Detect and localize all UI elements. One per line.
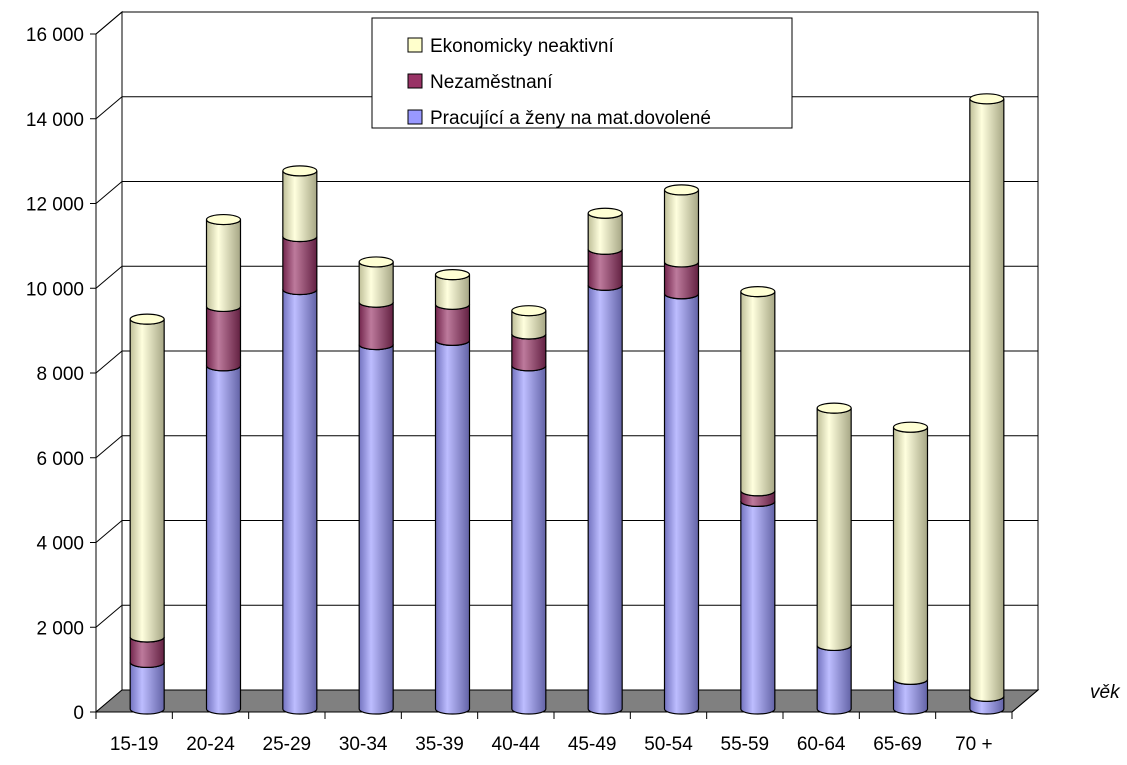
segment-working — [587, 285, 623, 715]
segment-inactive — [892, 421, 929, 685]
x-axis: 15-19 20-24 25-29 30-34 35-39 40-44 45-49 50-54… — [95, 689, 1039, 755]
segment-working — [434, 340, 471, 715]
x-axis-title: věk — [1090, 682, 1121, 703]
x-axis-depth — [1011, 689, 1039, 713]
segment-working — [511, 365, 547, 715]
gridline-side — [95, 11, 123, 35]
segment-inactive — [282, 165, 318, 243]
segment-unemployed — [358, 302, 394, 351]
segment-unemployed — [205, 306, 242, 372]
segment-inactive — [587, 207, 623, 255]
bar-35-39 — [434, 269, 471, 715]
legend: Ekonomicky neaktivní Nezaměstnaní Pracujíc… — [371, 17, 793, 129]
x-tick-label: 30-34 — [339, 734, 388, 755]
bar-20-24 — [205, 213, 242, 715]
segment-inactive — [663, 184, 700, 268]
legend-label: Pracující a ženy na mat.dovolené — [430, 108, 711, 129]
x-tick-label: 35-39 — [415, 734, 464, 755]
x-tick-label: 40-44 — [492, 734, 541, 755]
segment-working — [740, 501, 776, 715]
gridline-side — [95, 435, 123, 459]
segment-working — [663, 293, 700, 715]
segment-working — [205, 365, 242, 715]
y-tick-label: 0 — [73, 703, 84, 724]
segment-working — [129, 662, 165, 715]
bar-65-69 — [892, 421, 929, 715]
gridline-side — [95, 265, 123, 289]
segment-inactive — [969, 93, 1005, 702]
x-tick-label: 20-24 — [186, 734, 235, 755]
segment-inactive — [205, 213, 242, 313]
segment-unemployed — [282, 236, 318, 296]
y-tick-label: 14 000 — [26, 110, 84, 131]
segment-inactive — [129, 313, 165, 643]
gridline-side — [95, 350, 123, 374]
bar-60-64 — [816, 402, 852, 715]
bar-70plus — [969, 93, 1005, 715]
y-tick-label: 8 000 — [36, 364, 84, 385]
bar-25-29 — [282, 165, 318, 715]
gridline-side — [95, 604, 123, 628]
y-tick-label: 2 000 — [36, 618, 84, 639]
gridline-side — [95, 520, 123, 543]
x-tick-label: 55-59 — [721, 734, 770, 755]
segment-working — [282, 289, 318, 715]
y-tick-label: 10 000 — [26, 279, 84, 300]
y-axis: 0 2 000 4 000 6 000 8 000 10 000 12 000 14 000 1… — [26, 25, 97, 724]
bars — [129, 93, 1005, 715]
bar-45-49 — [587, 207, 623, 715]
legend-swatch — [407, 37, 423, 53]
y-tick-label: 4 000 — [36, 534, 84, 555]
bar-15-19 — [129, 313, 165, 715]
x-tick-label: 15-19 — [110, 734, 159, 755]
legend-item: Pracující a ženy na mat.dovolené — [407, 108, 711, 129]
segment-inactive — [740, 286, 776, 497]
gridlines — [95, 11, 1038, 628]
x-tick-label: 65-69 — [873, 734, 922, 755]
bar-50-54 — [663, 184, 700, 715]
bar-55-59 — [740, 286, 776, 715]
legend-label: Ekonomicky neaktivní — [430, 36, 614, 57]
legend-swatch — [407, 73, 423, 89]
y-tick-label: 6 000 — [36, 449, 84, 470]
segment-working — [358, 344, 394, 715]
segment-inactive — [434, 269, 471, 310]
legend-item: Ekonomicky neaktivní — [407, 36, 614, 57]
x-tick-label: 45-49 — [568, 734, 617, 755]
bar-30-34 — [358, 256, 394, 715]
legend-swatch — [407, 109, 423, 125]
gridline-side — [95, 181, 123, 204]
segment-inactive — [358, 256, 394, 308]
bar-40-44 — [511, 305, 547, 715]
segment-inactive — [816, 402, 852, 652]
segment-unemployed — [587, 249, 623, 291]
legend-item: Nezaměstnaní — [407, 72, 553, 93]
y-tick-label: 12 000 — [26, 195, 84, 216]
segment-inactive — [511, 305, 547, 340]
segment-unemployed — [434, 304, 471, 346]
x-tick-label: 50-54 — [644, 734, 693, 755]
segment-working — [816, 645, 852, 715]
gridline-side — [95, 96, 123, 120]
x-tick-label: 70 + — [955, 734, 993, 755]
legend-box — [371, 17, 793, 129]
x-tick-label: 25-29 — [263, 734, 312, 755]
y-tick-label: 16 000 — [26, 25, 84, 46]
legend-label: Nezaměstnaní — [430, 72, 553, 93]
x-tick-label: 60-64 — [797, 734, 846, 755]
